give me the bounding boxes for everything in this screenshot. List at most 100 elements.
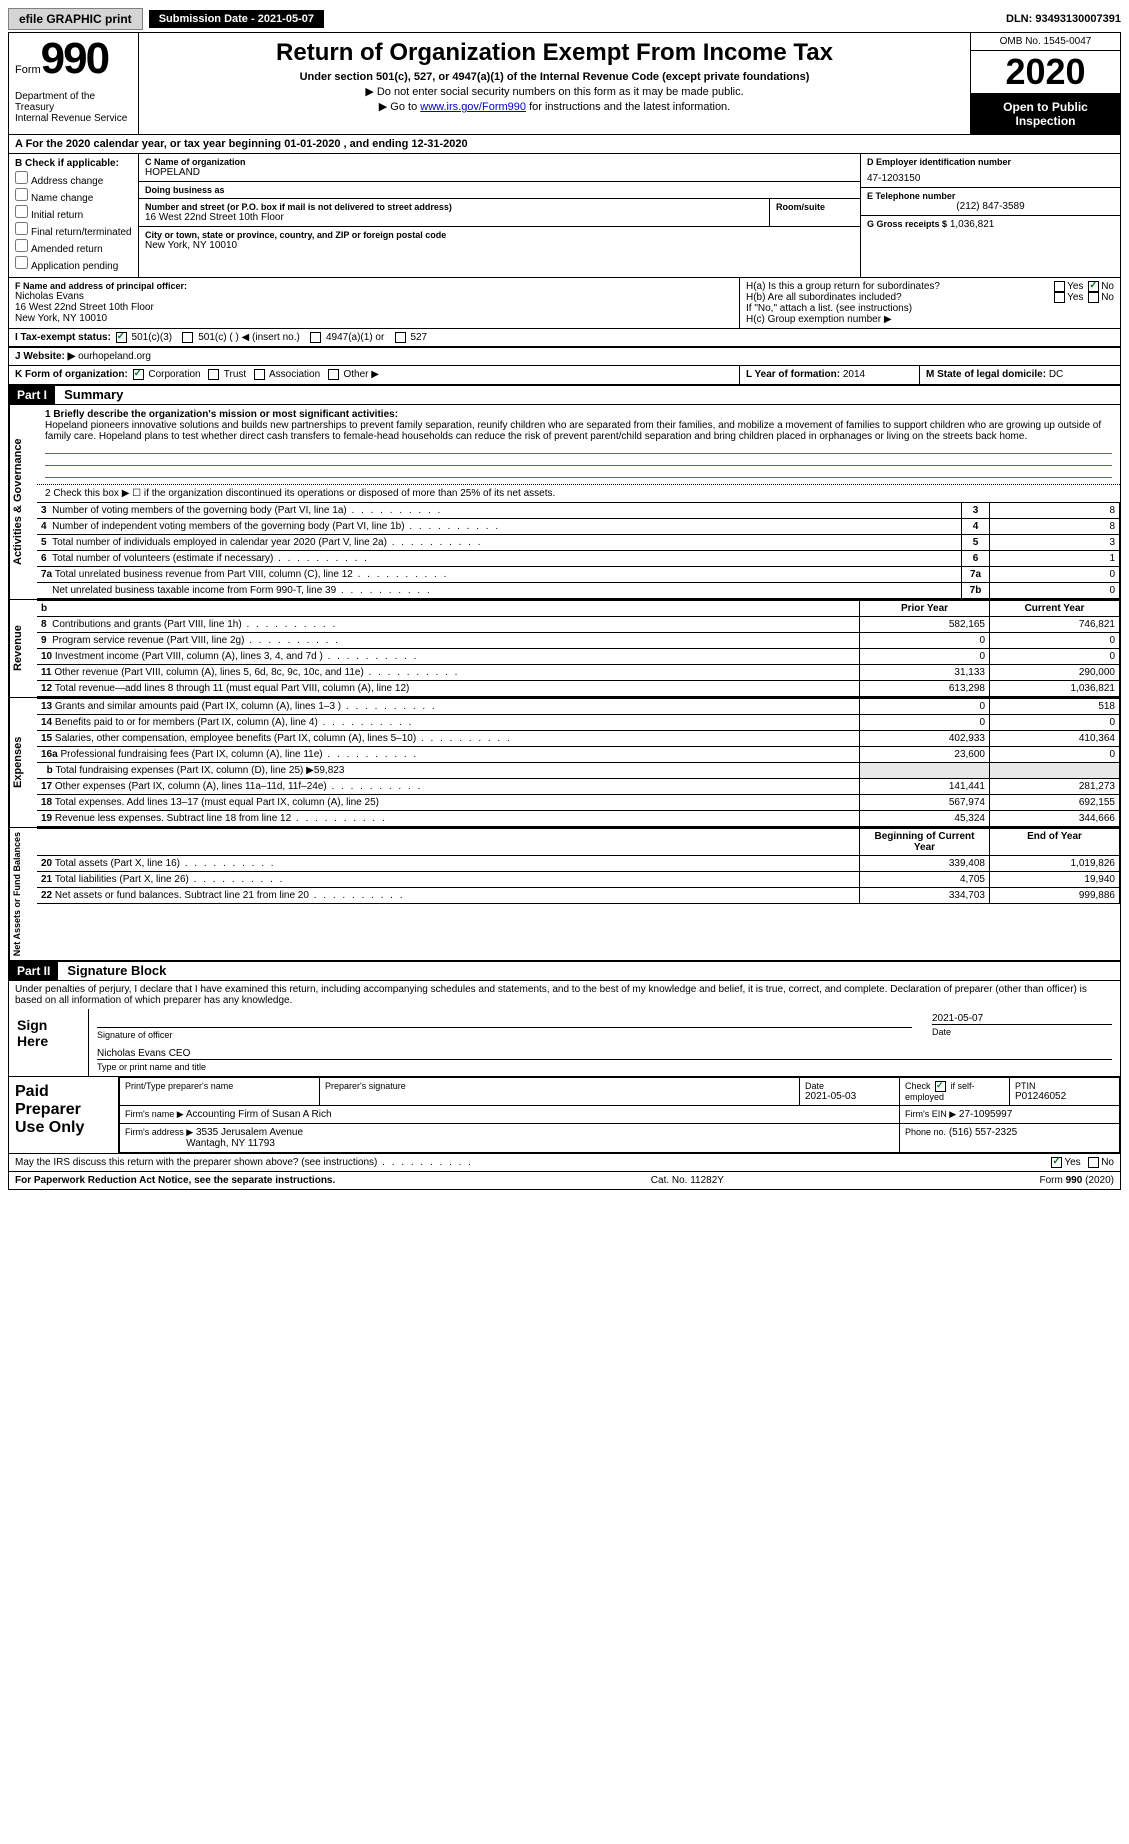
expenses-table: 13 Grants and similar amounts paid (Part…: [37, 698, 1120, 827]
h-a-no[interactable]: [1088, 281, 1099, 292]
discuss-no[interactable]: [1088, 1157, 1099, 1168]
room-label: Room/suite: [776, 202, 854, 212]
box-c: C Name of organization HOPELAND Doing bu…: [139, 154, 860, 277]
table-row: Beginning of Current YearEnd of Year: [37, 828, 1120, 855]
dln-number: DLN: 93493130007391: [1006, 13, 1121, 25]
year-formation-value: 2014: [843, 369, 865, 380]
table-row: 20 Total assets (Part X, line 16)339,408…: [37, 855, 1120, 871]
city-label: City or town, state or province, country…: [145, 230, 854, 240]
governance-table: 3 Number of voting members of the govern…: [37, 502, 1120, 599]
self-employed-check: Check if self-employed: [905, 1081, 1004, 1102]
preparer-table: Print/Type preparer's name Preparer's si…: [119, 1077, 1120, 1153]
gross-receipts-value: 1,036,821: [950, 219, 995, 230]
chk-application-pending[interactable]: Application pending: [15, 256, 132, 272]
city-value: New York, NY 10010: [145, 240, 854, 251]
sig-officer-label: Signature of officer: [97, 1030, 912, 1040]
officer-label: F Name and address of principal officer:: [15, 281, 733, 291]
h-c-label: H(c) Group exemption number ▶: [746, 314, 1114, 325]
chk-initial-return[interactable]: Initial return: [15, 205, 132, 221]
part2-badge: Part II: [9, 962, 58, 980]
chk-4947[interactable]: [310, 332, 321, 343]
discuss-text: May the IRS discuss this return with the…: [15, 1157, 473, 1168]
discuss-row: May the IRS discuss this return with the…: [9, 1154, 1120, 1171]
table-row: 17 Other expenses (Part IX, column (A), …: [37, 778, 1120, 794]
form-subtitle: Under section 501(c), 527, or 4947(a)(1)…: [147, 71, 962, 83]
top-bar: efile GRAPHIC print Submission Date - 20…: [8, 8, 1121, 30]
website-label: J Website: ▶: [15, 351, 75, 362]
h-a-yes[interactable]: [1054, 281, 1065, 292]
chk-trust[interactable]: [208, 369, 219, 380]
table-row: 22 Net assets or fund balances. Subtract…: [37, 887, 1120, 903]
chk-name-change[interactable]: Name change: [15, 188, 132, 204]
paid-preparer-row: Paid Preparer Use Only Print/Type prepar…: [9, 1077, 1120, 1154]
state-domicile-value: DC: [1049, 369, 1063, 380]
chk-501c[interactable]: [182, 332, 193, 343]
side-revenue: Revenue: [9, 600, 37, 697]
paid-preparer-label: Paid Preparer Use Only: [9, 1077, 119, 1153]
side-netassets: Net Assets or Fund Balances: [9, 828, 37, 960]
side-expenses: Expenses: [9, 698, 37, 827]
chk-amended-return[interactable]: Amended return: [15, 239, 132, 255]
chk-501c3[interactable]: [116, 332, 127, 343]
part1-header: Part I Summary: [9, 384, 1120, 405]
table-row: Print/Type preparer's name Preparer's si…: [120, 1077, 1120, 1105]
table-row: 11 Other revenue (Part VIII, column (A),…: [37, 664, 1120, 680]
preparer-date: 2021-05-03: [805, 1091, 894, 1102]
h-b-no[interactable]: [1088, 292, 1099, 303]
box-b-header: B Check if applicable:: [15, 158, 132, 169]
table-row: 13 Grants and similar amounts paid (Part…: [37, 698, 1120, 714]
omb-number: OMB No. 1545-0047: [971, 33, 1120, 51]
chk-other[interactable]: [328, 369, 339, 380]
period-row: A For the 2020 calendar year, or tax yea…: [9, 135, 1120, 154]
table-row: 21 Total liabilities (Part X, line 26)4,…: [37, 871, 1120, 887]
form-title: Return of Organization Exempt From Incom…: [147, 39, 962, 67]
netassets-section: Net Assets or Fund Balances Beginning of…: [9, 827, 1120, 960]
form-number: 990: [41, 34, 108, 83]
box-f: F Name and address of principal officer:…: [9, 278, 740, 328]
note-ssn: ▶ Do not enter social security numbers o…: [147, 85, 962, 98]
chk-final-return[interactable]: Final return/terminated: [15, 222, 132, 238]
firm-phone: (516) 557-2325: [949, 1127, 1017, 1138]
state-domicile-label: M State of legal domicile:: [926, 369, 1046, 380]
table-row: 6 Total number of volunteers (estimate i…: [37, 550, 1120, 566]
firm-addr1: 3535 Jerusalem Avenue: [196, 1127, 303, 1138]
h-b-yes[interactable]: [1054, 292, 1065, 303]
table-row: 3 Number of voting members of the govern…: [37, 502, 1120, 518]
penalty-text: Under penalties of perjury, I declare th…: [9, 981, 1120, 1009]
chk-association[interactable]: [254, 369, 265, 380]
firm-addr-label: Firm's address ▶: [125, 1127, 193, 1137]
table-row: 14 Benefits paid to or for members (Part…: [37, 714, 1120, 730]
h-b-label: H(b) Are all subordinates included?: [746, 292, 902, 303]
website-value: ourhopeland.org: [78, 351, 151, 362]
discuss-yes[interactable]: [1051, 1157, 1062, 1168]
officer-name: Nicholas Evans: [15, 291, 733, 302]
phone-value: (212) 847-3589: [867, 201, 1114, 212]
line1-label: 1 Briefly describe the organization's mi…: [45, 409, 398, 420]
table-row: 16a Professional fundraising fees (Part …: [37, 746, 1120, 762]
year-formation-label: L Year of formation:: [746, 369, 840, 380]
efile-print-button[interactable]: efile GRAPHIC print: [8, 8, 143, 30]
footer-row: For Paperwork Reduction Act Notice, see …: [9, 1171, 1120, 1189]
box-h: H(a) Is this a group return for subordin…: [740, 278, 1120, 328]
row-klm: K Form of organization: Corporation Trus…: [9, 365, 1120, 383]
irs-link[interactable]: www.irs.gov/Form990: [420, 101, 526, 113]
governance-section: Activities & Governance 1 Briefly descri…: [9, 405, 1120, 599]
table-row: Firm's address ▶ 3535 Jerusalem Avenue W…: [120, 1123, 1120, 1152]
chk-address-change[interactable]: Address change: [15, 171, 132, 187]
chk-527[interactable]: [395, 332, 406, 343]
table-row: 8 Contributions and grants (Part VIII, l…: [37, 616, 1120, 632]
firm-addr2: Wantagh, NY 11793: [186, 1138, 275, 1149]
mission-text: Hopeland pioneers innovative solutions a…: [45, 420, 1101, 442]
part2-header: Part II Signature Block: [9, 960, 1120, 981]
chk-corporation[interactable]: [133, 369, 144, 380]
form-org-label: K Form of organization:: [15, 370, 128, 381]
preparer-date-label: Date: [805, 1081, 894, 1091]
chk-self-employed[interactable]: [935, 1081, 946, 1092]
h-b-note: If "No," attach a list. (see instruction…: [746, 303, 1114, 314]
sign-here-label: Sign Here: [9, 1009, 89, 1076]
firm-name: Accounting Firm of Susan A Rich: [186, 1109, 332, 1120]
table-row: b Total fundraising expenses (Part IX, c…: [37, 762, 1120, 778]
firm-name-label: Firm's name ▶: [125, 1109, 184, 1119]
mission-block: 1 Briefly describe the organization's mi…: [37, 405, 1120, 485]
row-jk: J Website: ▶ ourhopeland.org: [9, 347, 1120, 365]
